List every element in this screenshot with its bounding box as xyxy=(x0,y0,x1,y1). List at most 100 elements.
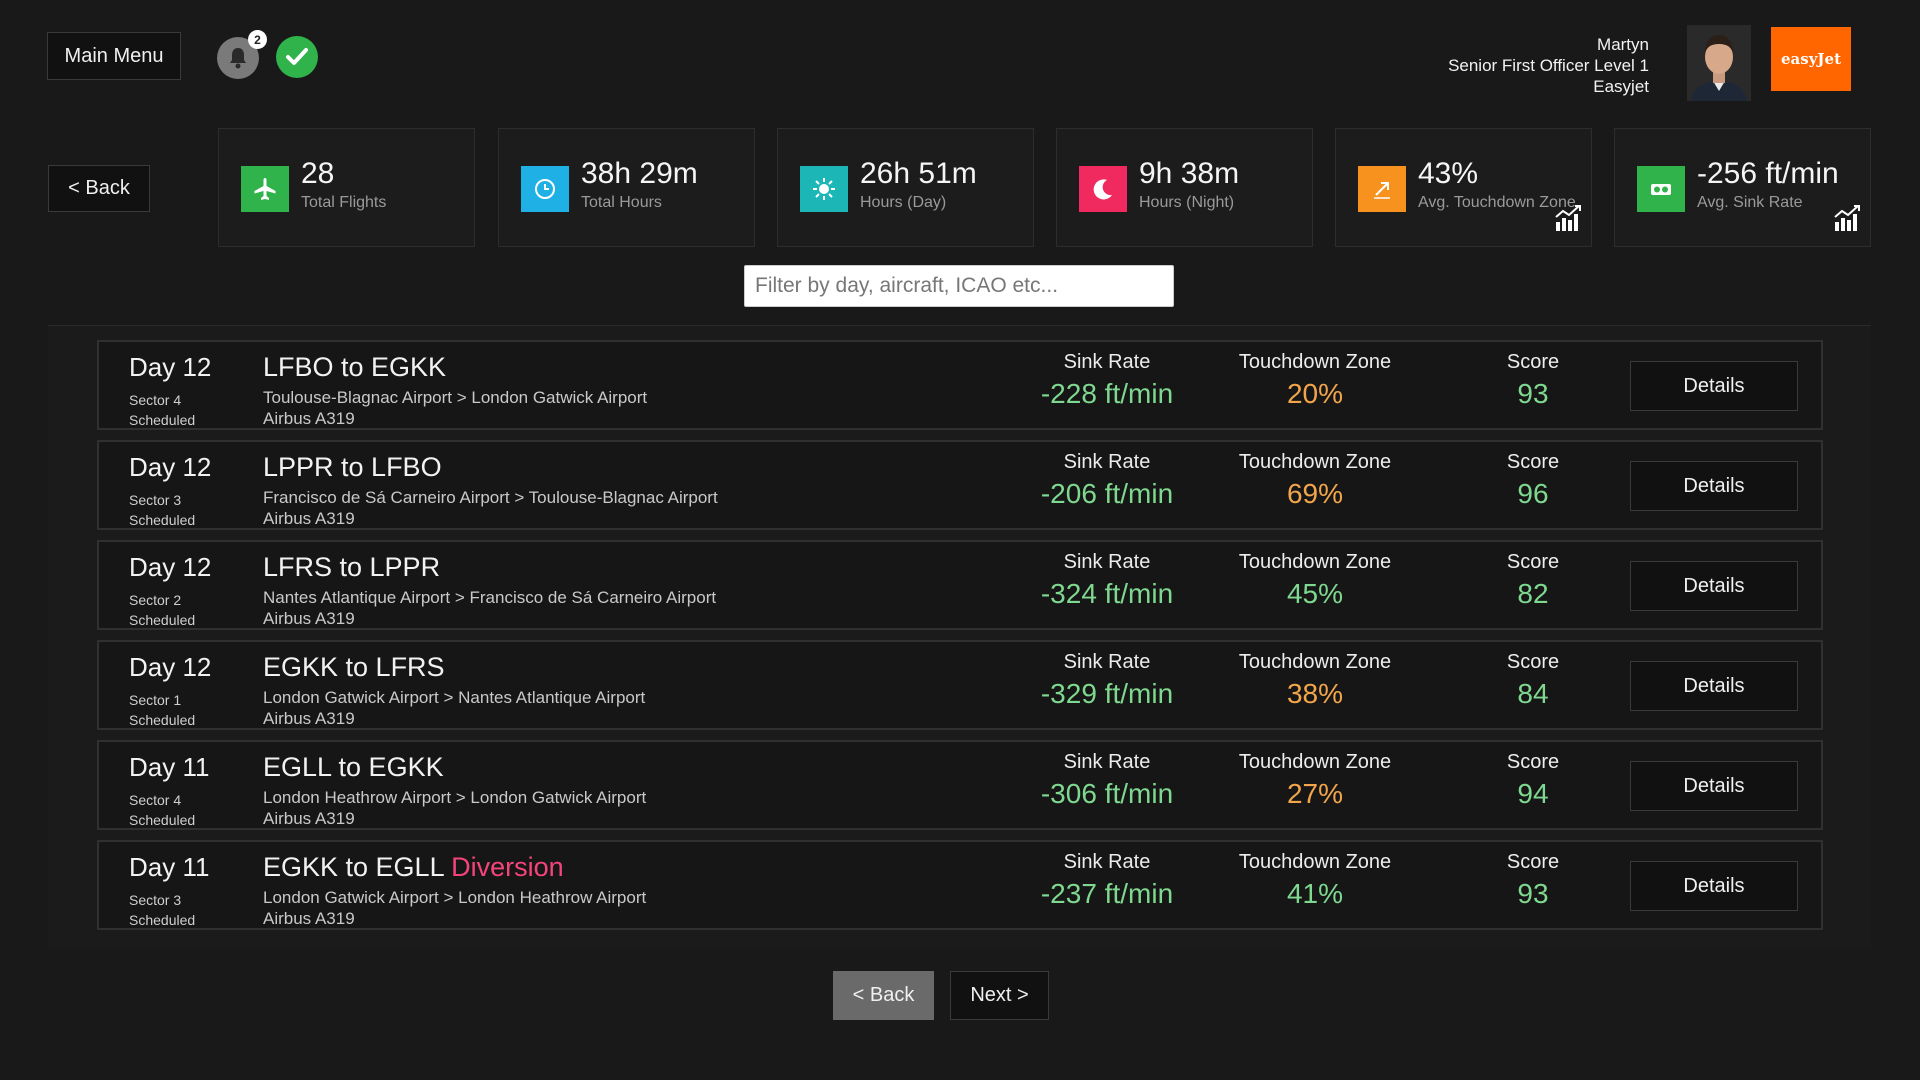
flight-sector: Sector 4 Scheduled xyxy=(129,390,195,430)
flight-row: Day 12 Sector 4 Scheduled LFBO to EGKK T… xyxy=(97,340,1823,430)
flight-airports: Nantes Atlantique Airport > Francisco de… xyxy=(263,588,717,607)
sector-label: Sector 4 xyxy=(129,392,182,408)
sink-rate-header: Sink Rate xyxy=(1063,351,1151,373)
stat-label: Hours (Night) xyxy=(1139,194,1235,211)
flight-day: Day 11 xyxy=(129,852,210,882)
touchdown-zone-value: 45% xyxy=(1286,578,1344,609)
flight-aircraft: Airbus A319 xyxy=(263,609,355,628)
airline-logo: easyJet xyxy=(1771,27,1851,91)
flight-route: EGKK to EGLL Diversion xyxy=(263,852,564,883)
details-button[interactable]: Details xyxy=(1630,461,1798,511)
touchdown-zone-value: 41% xyxy=(1286,878,1344,909)
route-label: EGKK to EGLL xyxy=(263,852,444,882)
flight-airports: London Gatwick Airport > Nantes Atlantiq… xyxy=(263,688,646,707)
sink-rate-value: -237 ft/min xyxy=(1040,878,1174,909)
stat-value: -256 ft/min xyxy=(1697,157,1839,190)
stat-value: 26h 51m xyxy=(860,157,977,190)
flight-aircraft: Airbus A319 xyxy=(263,909,355,928)
flight-sector: Sector 3 Scheduled xyxy=(129,490,195,530)
flight-status: Scheduled xyxy=(129,912,196,928)
sink-rate-value: -329 ft/min xyxy=(1040,678,1174,709)
score-value: 82 xyxy=(1517,578,1549,609)
flight-aircraft: Airbus A319 xyxy=(263,709,355,728)
sink-rate-metric: Sink Rate -324 ft/min xyxy=(1007,551,1207,610)
user-name: Martyn xyxy=(1597,35,1649,54)
route-label: EGKK to LFRS xyxy=(263,652,445,682)
sink-rate-metric: Sink Rate -228 ft/min xyxy=(1007,351,1207,410)
back-button[interactable]: < Back xyxy=(48,165,150,212)
sink-rate-header: Sink Rate xyxy=(1063,751,1151,773)
touchdown-zone-value: 27% xyxy=(1286,778,1344,809)
score-metric: Score 93 xyxy=(1483,351,1583,410)
flight-status: Scheduled xyxy=(129,712,196,728)
airplane-icon xyxy=(241,166,289,212)
sector-label: Sector 4 xyxy=(129,792,182,808)
sink-rate-header: Sink Rate xyxy=(1063,651,1151,673)
flight-airports: London Gatwick Airport > London Heathrow… xyxy=(263,888,647,907)
stat-value: 28 xyxy=(301,157,335,190)
route-label: LFRS to LPPR xyxy=(263,552,441,582)
details-button[interactable]: Details xyxy=(1630,761,1798,811)
touchdown-zone-header: Touchdown Zone xyxy=(1238,751,1392,773)
stat-label: Total Flights xyxy=(301,194,387,211)
sink-rate-metric: Sink Rate -237 ft/min xyxy=(1007,851,1207,910)
details-button[interactable]: Details xyxy=(1630,361,1798,411)
filter-input[interactable] xyxy=(744,265,1174,307)
sink-rate-header: Sink Rate xyxy=(1063,551,1151,573)
touchdown-zone-header: Touchdown Zone xyxy=(1238,451,1392,473)
flight-day: Day 12 xyxy=(129,652,212,682)
score-value: 96 xyxy=(1517,478,1549,509)
sector-label: Sector 1 xyxy=(129,692,182,708)
next-page-button[interactable]: Next > xyxy=(950,971,1049,1020)
stat-avg-sink-rate: -256 ft/min Avg. Sink Rate xyxy=(1614,128,1871,247)
flight-status: Scheduled xyxy=(129,612,196,628)
stat-label: Total Hours xyxy=(581,194,662,211)
touchdown-zone-header: Touchdown Zone xyxy=(1238,851,1392,873)
sink-rate-metric: Sink Rate -329 ft/min xyxy=(1007,651,1207,710)
flight-row: Day 11 Sector 4 Scheduled EGLL to EGKK L… xyxy=(97,740,1823,830)
flight-sector: Sector 4 Scheduled xyxy=(129,790,195,830)
score-metric: Score 93 xyxy=(1483,851,1583,910)
score-value: 84 xyxy=(1517,678,1549,709)
score-value: 94 xyxy=(1517,778,1549,809)
details-button[interactable]: Details xyxy=(1630,661,1798,711)
clock-icon xyxy=(521,166,569,212)
touchdown-zone-value: 20% xyxy=(1286,378,1344,409)
route-label: LFBO to EGKK xyxy=(263,352,447,382)
flight-airports: London Heathrow Airport > London Gatwick… xyxy=(263,788,647,807)
stat-value: 9h 38m xyxy=(1139,157,1240,190)
stat-hours-day: 26h 51m Hours (Day) xyxy=(777,128,1034,247)
details-button[interactable]: Details xyxy=(1630,861,1798,911)
trend-chart-icon[interactable] xyxy=(1553,203,1583,238)
sector-label: Sector 2 xyxy=(129,592,182,608)
stat-hours-night: 9h 38m Hours (Night) xyxy=(1056,128,1313,247)
stat-label: Hours (Day) xyxy=(860,194,947,211)
flight-day: Day 12 xyxy=(129,352,212,382)
flight-row: Day 12 Sector 3 Scheduled LPPR to LFBO F… xyxy=(97,440,1823,530)
flight-row: Day 11 Sector 3 Scheduled EGKK to EGLL D… xyxy=(97,840,1823,930)
moon-icon xyxy=(1079,166,1127,212)
previous-page-button[interactable]: < Back xyxy=(833,971,934,1020)
sink-rate-metric: Sink Rate -306 ft/min xyxy=(1007,751,1207,810)
user-rank: Senior First Officer Level 1 xyxy=(1448,56,1649,75)
stat-value: 43% xyxy=(1418,157,1479,190)
flight-airports: Toulouse-Blagnac Airport > London Gatwic… xyxy=(263,388,648,407)
stat-label: Avg. Touchdown Zone xyxy=(1418,194,1576,211)
details-button[interactable]: Details xyxy=(1630,561,1798,611)
sink-rate-header: Sink Rate xyxy=(1063,851,1151,873)
trend-chart-icon[interactable] xyxy=(1832,203,1862,238)
flight-status: Scheduled xyxy=(129,512,196,528)
flight-route: LPPR to LFBO xyxy=(263,452,442,483)
route-label: LPPR to LFBO xyxy=(263,452,442,482)
score-header: Score xyxy=(1506,351,1560,373)
sector-label: Sector 3 xyxy=(129,892,182,908)
sink-rate-header: Sink Rate xyxy=(1063,451,1151,473)
sink-rate-value: -306 ft/min xyxy=(1040,778,1174,809)
main-menu-button[interactable]: Main Menu xyxy=(47,32,181,80)
score-header: Score xyxy=(1506,851,1560,873)
score-metric: Score 82 xyxy=(1483,551,1583,610)
flight-route: EGKK to LFRS xyxy=(263,652,445,683)
score-metric: Score 96 xyxy=(1483,451,1583,510)
touchdown-zone-value: 69% xyxy=(1286,478,1344,509)
sink-rate-value: -324 ft/min xyxy=(1040,578,1174,609)
